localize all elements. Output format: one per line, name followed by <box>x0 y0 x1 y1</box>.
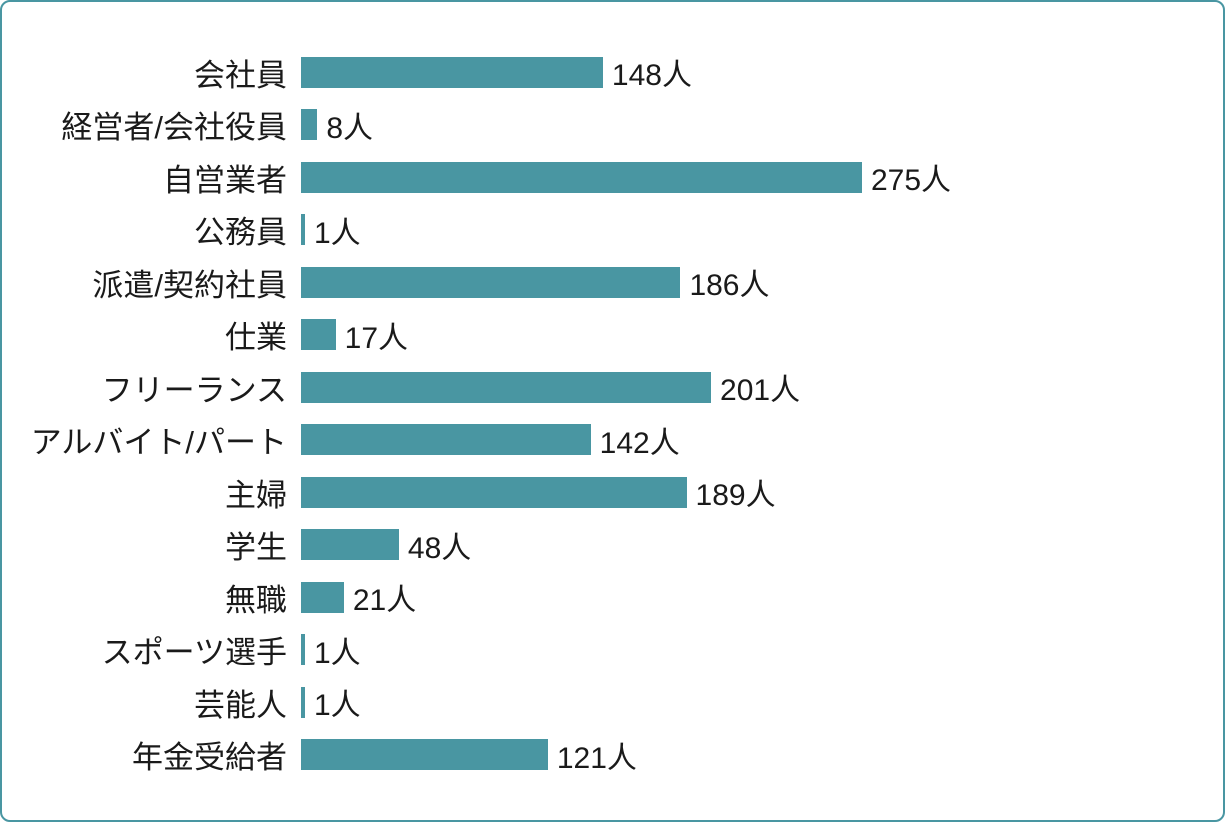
category-label: 年金受給者 <box>132 740 287 776</box>
category-label: 会社員 <box>194 57 287 93</box>
bar-track: 48人 <box>301 519 1223 572</box>
bar <box>301 214 305 246</box>
bar-track: 201人 <box>301 361 1223 414</box>
value-label: 17人 <box>344 321 409 355</box>
value-label: 1人 <box>314 636 361 670</box>
category-label: 自営業者 <box>163 162 287 198</box>
bar <box>301 424 591 456</box>
bar <box>301 529 399 561</box>
bar-track: 186人 <box>301 256 1223 309</box>
chart-row: 会社員 148人 <box>2 46 1223 99</box>
bar-track: 1人 <box>301 204 1223 257</box>
value-label: 186人 <box>689 269 770 303</box>
chart-row: 経営者/会社役員 8人 <box>2 99 1223 152</box>
bar <box>301 476 687 508</box>
category-label: 公務員 <box>194 215 287 251</box>
value-label: 189人 <box>695 479 776 513</box>
chart-row: 芸能人 1人 <box>2 676 1223 729</box>
chart-row: 公務員 1人 <box>2 204 1223 257</box>
bar-track: 8人 <box>301 99 1223 152</box>
chart-row: 学生 48人 <box>2 519 1223 572</box>
value-label: 275人 <box>871 164 952 198</box>
bar <box>301 266 681 298</box>
chart-row: 仕業 17人 <box>2 309 1223 362</box>
chart-row: 派遣/契約社員 186人 <box>2 256 1223 309</box>
chart-row: スポーツ選手 1人 <box>2 624 1223 677</box>
bar <box>301 634 305 666</box>
bar-track: 121人 <box>301 729 1223 782</box>
chart-row: 主婦 189人 <box>2 466 1223 519</box>
category-label: アルバイト/パート <box>30 425 287 461</box>
value-label: 48人 <box>407 531 472 565</box>
category-label: 経営者/会社役員 <box>61 110 287 146</box>
chart-row: アルバイト/パート 142人 <box>2 414 1223 467</box>
category-label: 無職 <box>225 582 287 618</box>
category-label: 仕業 <box>225 320 287 356</box>
bar-track: 142人 <box>301 414 1223 467</box>
value-label: 121人 <box>556 741 637 775</box>
bar-track: 189人 <box>301 466 1223 519</box>
category-label: 派遣/契約社員 <box>92 267 287 303</box>
bar-track: 21人 <box>301 571 1223 624</box>
category-label: スポーツ選手 <box>101 635 287 671</box>
bar <box>301 319 336 351</box>
bar <box>301 161 862 193</box>
bar <box>301 739 548 771</box>
bar <box>301 371 712 403</box>
bar-track: 148人 <box>301 46 1223 99</box>
chart-rows: 会社員 148人 経営者/会社役員 8人 自営業者 275人 公務員 1人 派遣/契約社員 186… <box>2 46 1223 781</box>
value-label: 8人 <box>326 111 373 145</box>
value-label: 201人 <box>720 374 801 408</box>
value-label: 21人 <box>352 584 417 618</box>
value-label: 1人 <box>314 689 361 723</box>
chart-row: 自営業者 275人 <box>2 151 1223 204</box>
bar <box>301 56 603 88</box>
category-label: 芸能人 <box>194 687 287 723</box>
value-label: 148人 <box>611 59 692 93</box>
bar <box>301 581 344 613</box>
category-label: フリーランス <box>101 372 287 408</box>
value-label: 142人 <box>599 426 680 460</box>
chart-row: フリーランス 201人 <box>2 361 1223 414</box>
bar <box>301 109 318 141</box>
bar-track: 17人 <box>301 309 1223 362</box>
chart-row: 無職 21人 <box>2 571 1223 624</box>
bar-track: 1人 <box>301 624 1223 677</box>
chart-row: 年金受給者 121人 <box>2 729 1223 782</box>
bar-track: 275人 <box>301 151 1223 204</box>
bar-track: 1人 <box>301 676 1223 729</box>
bar <box>301 686 305 718</box>
category-label: 主婦 <box>225 477 287 513</box>
value-label: 1人 <box>314 216 361 250</box>
category-label: 学生 <box>225 530 287 566</box>
